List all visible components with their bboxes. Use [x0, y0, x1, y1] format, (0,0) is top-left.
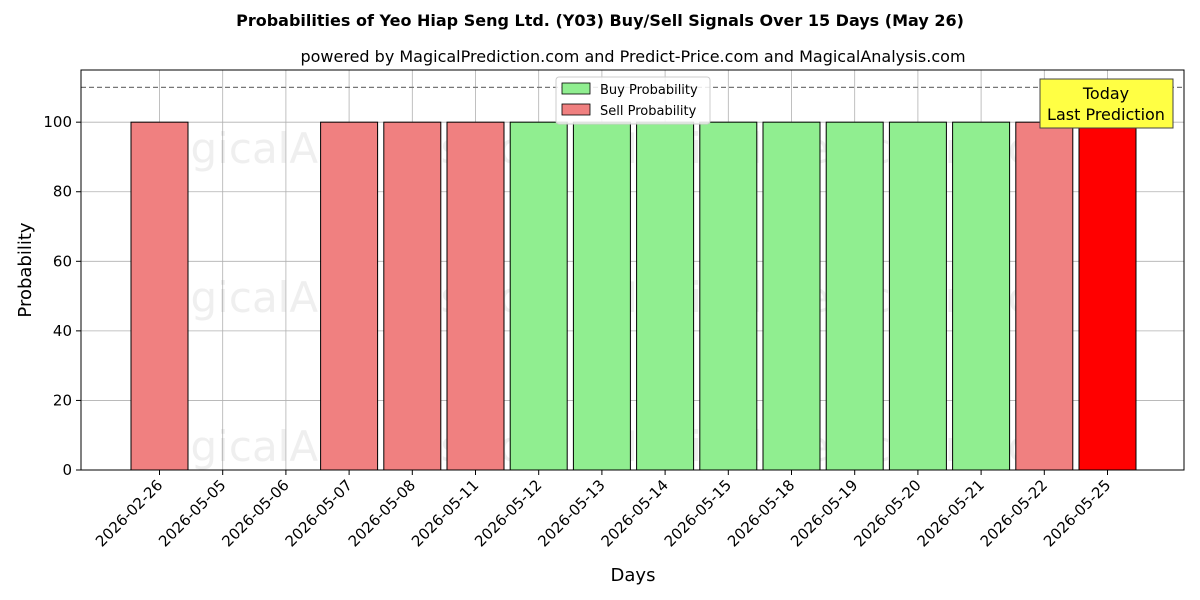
legend-label-buy: Buy Probability	[600, 83, 698, 98]
x-tick-label: 2026-05-07	[282, 476, 356, 550]
chart-title: Probabilities of Yeo Hiap Seng Ltd. (Y03…	[236, 11, 964, 30]
legend-swatch-buy	[561, 82, 591, 95]
x-tick-label: 2026-05-18	[724, 476, 798, 550]
legend-box	[555, 76, 711, 125]
buy-bar	[825, 121, 884, 471]
x-tick-label: 2026-05-22	[977, 476, 1051, 550]
x-tick-label: 2026-02-26	[92, 476, 166, 550]
buy-bar	[509, 121, 568, 471]
buy-bar	[636, 121, 695, 471]
y-tick-label: 80	[53, 183, 72, 201]
y-tick-label: 0	[62, 461, 72, 479]
buy-bar	[762, 121, 821, 471]
y-tick-label: 40	[53, 322, 72, 340]
x-tick-label: 2026-05-21	[914, 476, 988, 550]
sell-bar	[1078, 121, 1137, 471]
annotation-line1: Today	[1082, 84, 1129, 103]
plot-frame	[80, 69, 1185, 471]
y-tick-label: 60	[53, 252, 72, 270]
legend-label-sell: Sell Probability	[600, 104, 697, 119]
sell-bar	[320, 121, 379, 471]
buy-bar	[572, 121, 631, 471]
y-tick-label: 20	[53, 391, 72, 409]
today-annotation: Today Last Prediction	[1039, 78, 1174, 129]
annotation-box	[1039, 78, 1174, 129]
chart-subtitle: powered by MagicalPrediction.com and Pre…	[300, 47, 965, 66]
sell-bar	[1015, 121, 1074, 471]
x-tick-label: 2026-05-13	[534, 476, 608, 550]
sell-bar	[446, 121, 505, 471]
x-tick-label: 2026-05-11	[408, 476, 482, 550]
annotation-line2: Last Prediction	[1047, 105, 1165, 124]
x-tick-label: 2026-05-20	[850, 476, 924, 550]
sell-bar	[130, 121, 189, 471]
x-axis: 2026-02-262026-05-052026-05-062026-05-07…	[92, 470, 1114, 550]
x-tick-label: 2026-05-15	[661, 476, 735, 550]
x-tick-label: 2026-05-08	[345, 476, 419, 550]
buy-bar	[699, 121, 758, 471]
legend-swatch-sell	[561, 103, 591, 116]
x-tick-label: 2026-05-06	[218, 476, 292, 550]
y-axis-label: Probability	[15, 222, 36, 317]
y-axis: 0 20 40 60 80 100	[43, 113, 81, 479]
sell-bar	[383, 121, 442, 471]
legend: Buy Probability Sell Probability	[555, 76, 711, 125]
x-axis-label: Days	[611, 565, 656, 586]
bars-layer	[130, 121, 1137, 471]
buy-bar	[888, 121, 947, 471]
y-tick-label: 100	[43, 113, 72, 131]
x-tick-label: 2026-05-19	[787, 476, 861, 550]
x-tick-label: 2026-05-25	[1040, 476, 1114, 550]
x-tick-label: 2026-05-14	[598, 476, 672, 550]
buy-bar	[952, 121, 1011, 471]
x-tick-label: 2026-05-05	[155, 476, 229, 550]
x-tick-label: 2026-05-12	[471, 476, 545, 550]
